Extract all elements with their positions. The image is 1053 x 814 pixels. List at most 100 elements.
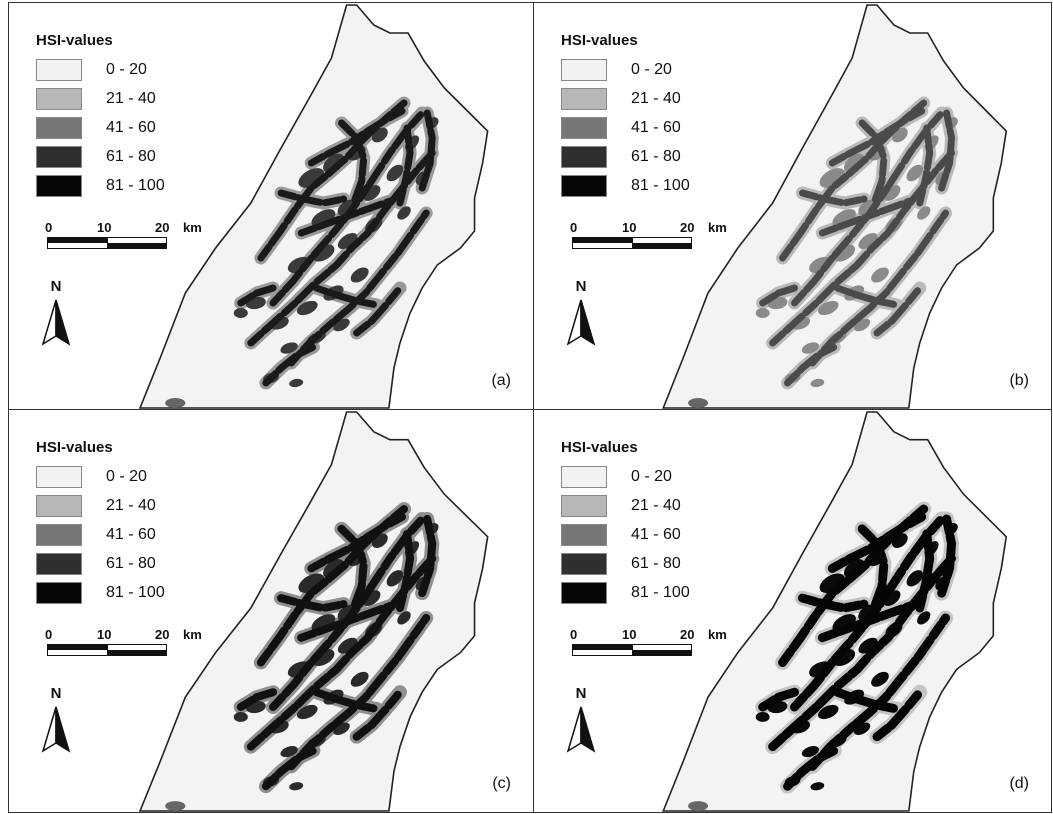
legend-label: 61 - 80 <box>106 147 156 165</box>
habitat-ridge <box>832 687 902 714</box>
legend-item: 81 - 100 <box>561 578 690 607</box>
study-area-map <box>138 4 489 409</box>
habitat-ridge <box>418 109 436 192</box>
habitat-ridge <box>791 109 946 307</box>
legend-item: 41 - 60 <box>36 113 165 142</box>
legend-item: 81 - 100 <box>36 171 165 200</box>
legend-item: 41 - 60 <box>561 113 690 142</box>
scale-unit-label: km <box>708 627 727 642</box>
north-arrow: N <box>39 278 73 348</box>
legend-title: HSI-values <box>36 32 113 49</box>
habitat-ridge <box>759 284 798 307</box>
scale-bar: 0 10 20 km <box>41 220 211 260</box>
habitat-ridge <box>269 109 426 307</box>
legend-label: 21 - 40 <box>631 89 681 107</box>
legend-swatch <box>561 87 607 110</box>
legend-item: 61 - 80 <box>561 142 690 171</box>
habitat-ridge <box>287 613 431 771</box>
habitat-patch <box>755 308 770 318</box>
habitat-patches <box>755 96 959 390</box>
legend-item: 61 - 80 <box>36 549 165 578</box>
legend-label: 61 - 80 <box>631 554 681 572</box>
habitat-ridge <box>873 284 924 337</box>
north-label: N <box>50 278 62 295</box>
habitat-ridge <box>797 593 869 613</box>
legend-label: 81 - 100 <box>631 176 690 194</box>
legend: HSI-values 0 - 20 21 - 40 41 - 60 61 - 80 81 … <box>561 439 690 607</box>
legend-label: 0 - 20 <box>631 60 672 78</box>
legend-swatch <box>561 116 607 139</box>
habitat-patch <box>917 611 931 625</box>
legend-label: 61 - 80 <box>106 554 156 572</box>
habitat-ridge <box>938 109 956 192</box>
habitat-patches <box>755 501 960 794</box>
habitat-ridge <box>297 602 394 642</box>
habitat-patch <box>906 570 923 587</box>
north-arrow: N <box>564 685 598 755</box>
scale-bar-graphic <box>572 237 692 249</box>
legend-label: 41 - 60 <box>106 525 156 543</box>
legend-item: 0 - 20 <box>36 55 165 84</box>
habitat-patch <box>818 300 839 316</box>
habitat-patch <box>280 746 298 758</box>
panel-label: (b) <box>1009 372 1029 389</box>
scale-tick-label: 20 <box>155 220 170 235</box>
habitat-ridge <box>818 197 914 237</box>
habitat-ridge <box>817 601 915 643</box>
habitat-ridge <box>858 119 888 207</box>
habitat-ridge <box>237 284 277 307</box>
habitat-patch <box>337 233 358 249</box>
legend-item: 61 - 80 <box>561 549 690 578</box>
legend-swatch <box>561 552 607 575</box>
scale-tick-label: 20 <box>155 627 170 642</box>
scale-tick-label: 10 <box>97 220 112 235</box>
scale-tick-label: 0 <box>45 627 53 642</box>
habitat-ridge <box>915 529 935 613</box>
legend: HSI-values 0 - 20 21 - 40 41 - 60 61 - 80 81 … <box>36 32 165 200</box>
habitat-ridge <box>758 687 799 712</box>
legend-item: 41 - 60 <box>36 520 165 549</box>
legend-label: 61 - 80 <box>631 147 681 165</box>
habitat-patches <box>233 96 439 390</box>
habitat-ridge <box>833 284 901 309</box>
habitat-patch <box>386 570 404 587</box>
legend-label: 0 - 20 <box>631 467 672 485</box>
panel-label: (d) <box>1009 775 1029 792</box>
habitat-ridge <box>798 189 868 207</box>
habitat-ridge <box>353 284 404 337</box>
habitat-ridge <box>297 197 394 237</box>
legend-label: 81 - 100 <box>631 583 690 601</box>
habitat-ridge <box>312 688 381 713</box>
scale-tick-label: 0 <box>570 627 578 642</box>
scale-unit-label: km <box>183 220 202 235</box>
legend: HSI-values 0 - 20 21 - 40 41 - 60 61 - 80 81 … <box>561 32 690 200</box>
scale-bar-graphic <box>47 644 167 656</box>
habitat-ridge <box>287 209 430 367</box>
legend-title: HSI-values <box>561 439 638 456</box>
habitat-ridge <box>337 524 368 612</box>
legend-label: 41 - 60 <box>106 118 156 136</box>
scale-tick-label: 10 <box>622 220 637 235</box>
legend-swatch <box>561 581 607 604</box>
legend-item: 81 - 100 <box>561 171 690 200</box>
panel-label: (a) <box>491 372 511 389</box>
habitat-patch <box>801 746 819 758</box>
habitat-patch <box>350 671 369 687</box>
habitat-ridge <box>857 524 889 613</box>
legend-swatch <box>36 494 82 517</box>
legend-label: 41 - 60 <box>631 525 681 543</box>
legend-swatch <box>36 58 82 81</box>
legend: HSI-values 0 - 20 21 - 40 41 - 60 61 - 80 81 … <box>36 439 165 607</box>
legend-swatch <box>36 552 82 575</box>
scale-bar: 0 10 20 km <box>41 627 211 667</box>
legend-item: 0 - 20 <box>561 55 690 84</box>
legend-swatch <box>36 87 82 110</box>
scale-bar-graphic <box>572 644 692 656</box>
legend-label: 0 - 20 <box>106 60 147 78</box>
scale-bar: 0 10 20 km <box>566 220 736 260</box>
north-arrow-icon <box>41 299 71 346</box>
legend-swatch <box>561 174 607 197</box>
habitat-ridge <box>937 514 957 598</box>
habitat-ridge <box>261 746 318 791</box>
map-panel-d: HSI-values 0 - 20 21 - 40 41 - 60 61 - 80 81 … <box>533 409 1052 813</box>
